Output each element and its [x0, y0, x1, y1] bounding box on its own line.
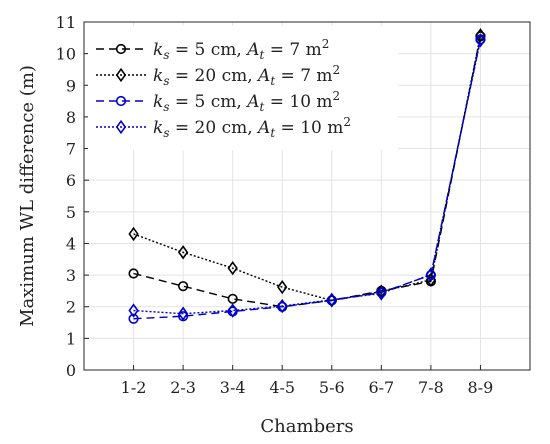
legend-swatch-marker	[115, 95, 127, 107]
data-point-s4	[475, 33, 486, 48]
data-point-s2	[177, 245, 189, 260]
x-tick-label: 3-4	[220, 378, 246, 397]
data-point-s1	[128, 268, 139, 279]
data-point-s1	[178, 281, 189, 292]
x-tick-label: 8-9	[468, 378, 494, 397]
legend-swatch-marker	[115, 67, 127, 83]
data-point-s4	[227, 303, 238, 318]
y-tick-label: 9	[66, 76, 76, 95]
data-point-s4	[425, 267, 437, 282]
x-tick-label: 5-6	[319, 378, 345, 397]
y-tick-label: 10	[56, 45, 76, 64]
legend-label-4: ks = 20 cm, At = 10 m2	[153, 115, 351, 140]
y-tick-label: 4	[66, 234, 76, 253]
legend-label-3: ks = 5 cm, At = 10 m2	[153, 89, 340, 114]
y-tick-label: 7	[66, 140, 76, 159]
data-point-s2	[128, 226, 139, 242]
y-tick-label: 1	[66, 329, 76, 348]
y-axis-label: Maximum WL difference (m)	[17, 65, 38, 327]
data-point-s3	[128, 313, 139, 324]
data-point-s4	[376, 286, 387, 301]
series-line-2	[133, 35, 482, 302]
y-tick-label: 11	[56, 13, 76, 32]
series-markers	[128, 28, 486, 324]
data-point-s4	[128, 303, 139, 318]
y-tick-label: 0	[66, 361, 76, 380]
legend-label-2: ks = 20 cm, At = 7 m2	[153, 63, 340, 88]
y-tick-label: 3	[66, 266, 76, 285]
data-point-s2	[277, 279, 288, 295]
x-tick-label: 7-8	[418, 378, 444, 397]
series-lines	[133, 35, 482, 320]
data-point-s4	[277, 298, 288, 314]
y-tick-label: 8	[66, 108, 76, 127]
data-point-s4	[326, 292, 337, 307]
series-line-1	[133, 36, 482, 308]
y-tick-label: 5	[66, 203, 76, 222]
legend-swatch-marker	[115, 119, 127, 135]
data-point-s4	[177, 306, 189, 321]
x-tick-label: 2-3	[170, 378, 196, 397]
legend-background	[88, 26, 398, 150]
legend-label-1: ks = 5 cm, At = 7 m2	[153, 37, 329, 62]
x-tick-label: 1-2	[121, 378, 147, 397]
y-tick-label: 2	[66, 298, 76, 317]
x-tick-label: 6-7	[368, 378, 394, 397]
data-point-s2	[227, 260, 238, 276]
plot-area-frame	[83, 21, 531, 371]
series-line-4	[133, 40, 482, 315]
x-tick-label: 4-5	[269, 378, 295, 397]
legend-swatch-marker	[115, 43, 127, 55]
y-tick-label: 6	[66, 171, 76, 190]
x-axis-ticks: 1-2 2-3 3-4 4-5 5-6 6-7 7-8 8-9	[121, 365, 494, 397]
data-point-s2	[475, 28, 486, 43]
data-point-s1	[227, 293, 238, 304]
x-axis-label: Chambers	[260, 416, 353, 437]
